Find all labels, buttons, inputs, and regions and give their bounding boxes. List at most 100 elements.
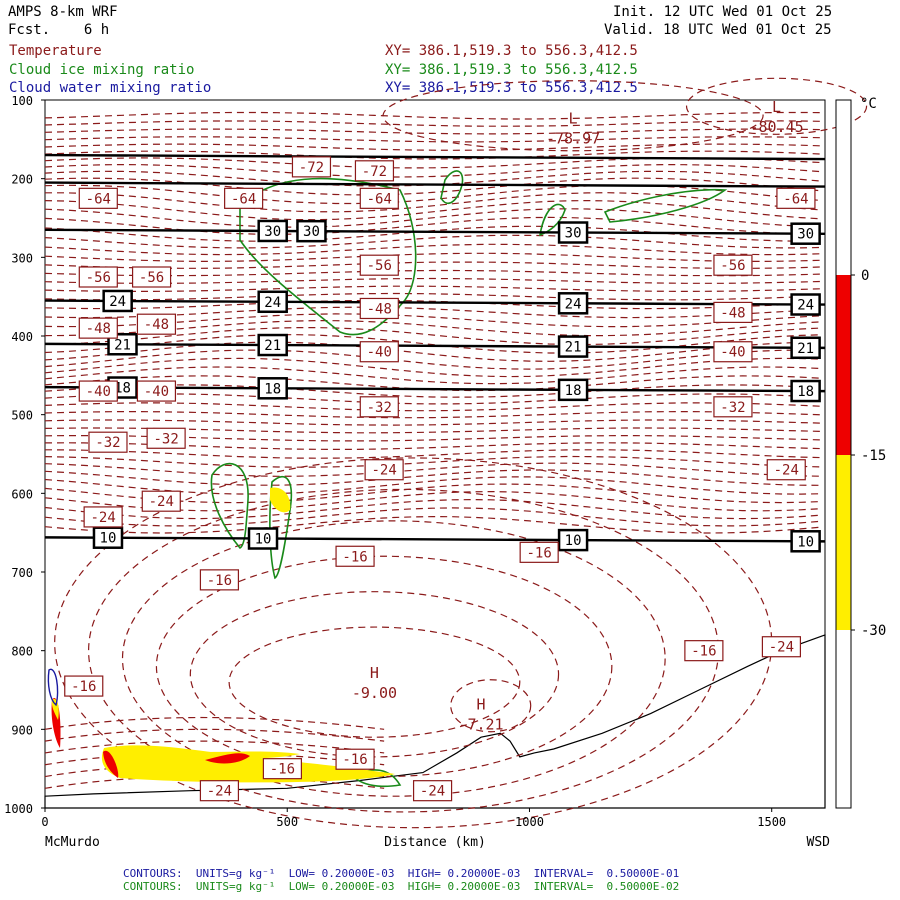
temperature-label: -56 bbox=[139, 270, 164, 286]
model-title: AMPS 8-km WRF bbox=[8, 4, 118, 20]
temperature-label-box bbox=[64, 675, 104, 697]
temperature-contour bbox=[44, 177, 821, 196]
temperature-contour bbox=[44, 120, 821, 127]
temperature-contour bbox=[44, 341, 821, 362]
forecast-hour: Fcst. 6 h bbox=[8, 22, 110, 38]
isoline bbox=[44, 342, 826, 350]
temperature-contour bbox=[44, 216, 821, 235]
temperature-contour bbox=[44, 419, 821, 426]
isoline-label: 24 bbox=[264, 295, 281, 311]
colorbar-white-bottom bbox=[836, 630, 851, 808]
temperature-contour bbox=[44, 313, 821, 328]
isoline bbox=[44, 181, 826, 188]
temperature-contour bbox=[44, 490, 821, 512]
isoline-label: 10 bbox=[100, 531, 117, 547]
temperature-label: -48 bbox=[367, 301, 392, 317]
temperature-label: -40 bbox=[720, 345, 745, 361]
cloud-water-contour bbox=[47, 668, 59, 707]
colorbar-segment bbox=[836, 455, 851, 630]
temperature-contour bbox=[44, 269, 821, 277]
legend-ice-label: Cloud ice mixing ratio bbox=[9, 62, 195, 78]
temperature-contour-closed bbox=[685, 77, 868, 135]
temperature-contour bbox=[44, 410, 821, 419]
isoline-label-box bbox=[107, 333, 138, 356]
temperature-contour bbox=[44, 483, 821, 504]
temperature-label-box bbox=[359, 187, 399, 209]
temperature-label: -16 bbox=[342, 549, 367, 565]
temperature-label-box bbox=[359, 341, 399, 363]
isoline-label-box bbox=[790, 222, 821, 245]
isoline-label: 21 bbox=[797, 341, 814, 357]
temperature-contour bbox=[44, 434, 821, 442]
isoline-label-box bbox=[790, 336, 821, 360]
temperature-label: -32 bbox=[153, 431, 178, 447]
isoline-label-box bbox=[102, 289, 133, 313]
temperature-label-box bbox=[364, 459, 404, 481]
black-isoline-labels: 30 30 30 30 24 24 24 24 21 21 21 21 18 18 18 18 10 10 10 10 bbox=[92, 219, 821, 553]
temperature-label: -24 bbox=[207, 784, 232, 800]
x-tick-label: 500 bbox=[276, 815, 298, 829]
temperature-label: -24 bbox=[420, 784, 445, 800]
temperature-label: -48 bbox=[144, 317, 169, 333]
temperature-contour bbox=[44, 299, 821, 310]
temperature-label-box bbox=[359, 297, 399, 320]
isoline-label-box bbox=[257, 333, 288, 357]
y-tick-label: 1000 bbox=[4, 802, 33, 816]
temperature-contour bbox=[44, 163, 821, 178]
temperature-contour-closed bbox=[228, 626, 521, 738]
temperature-label-box bbox=[713, 341, 753, 363]
temperature-label: -24 bbox=[90, 510, 115, 526]
isoline-label-box bbox=[790, 379, 821, 403]
y-tick-label: 600 bbox=[11, 487, 33, 501]
temperature-label-box bbox=[78, 317, 118, 339]
temperature-label: -48 bbox=[720, 305, 745, 321]
temperature-contour bbox=[44, 476, 821, 495]
temperature-contour bbox=[44, 319, 821, 337]
colorbar-tick-label: -30 bbox=[861, 623, 886, 639]
temperature-contour bbox=[44, 292, 821, 301]
isoline-label: 21 bbox=[565, 340, 582, 356]
temperature-contour bbox=[44, 157, 821, 169]
legend-water-label: Cloud water mixing ratio bbox=[9, 80, 212, 96]
temperature-label-box bbox=[78, 266, 118, 288]
extremum-kind: H bbox=[370, 664, 379, 682]
colorbar-tick-label: 0 bbox=[861, 268, 869, 284]
cloud-water-yellow bbox=[101, 745, 396, 783]
y-tick-label: 300 bbox=[11, 251, 33, 265]
temperature-label: -32 bbox=[720, 400, 745, 416]
cloud-water-yellow bbox=[270, 487, 291, 513]
temperature-label: -40 bbox=[86, 384, 111, 400]
temperature-contour-closed bbox=[155, 555, 613, 778]
isoline-label-box bbox=[557, 378, 589, 402]
temperature-label-box bbox=[412, 780, 453, 802]
isoline-label-box bbox=[296, 219, 327, 243]
isoline-label: 18 bbox=[114, 381, 131, 397]
temperature-label: -16 bbox=[270, 762, 295, 778]
temperature-label: -16 bbox=[71, 679, 96, 695]
temperature-label-box bbox=[131, 266, 172, 288]
x-tick-label: 0 bbox=[41, 815, 48, 829]
temperature-label-box bbox=[713, 301, 753, 323]
temperature-label-box bbox=[766, 459, 806, 481]
temperature-label: -24 bbox=[769, 640, 794, 656]
colorbar-segment bbox=[836, 275, 851, 455]
temperature-contour bbox=[44, 243, 821, 256]
temperature-label: -72 bbox=[299, 160, 324, 176]
extremum-kind: L bbox=[569, 110, 578, 128]
colorbar-white-top bbox=[836, 100, 851, 275]
extremum-value: -80.45 bbox=[749, 118, 803, 136]
temperature-contour bbox=[44, 334, 821, 354]
isoline bbox=[44, 299, 826, 306]
temperature-label-box bbox=[291, 156, 332, 178]
temperature-label-box bbox=[262, 758, 302, 780]
terrain-surface bbox=[44, 634, 826, 809]
isoline-label: 18 bbox=[565, 383, 582, 399]
temperature-label: -32 bbox=[367, 400, 392, 416]
temperature-label-box bbox=[136, 380, 177, 402]
temperature-label: -56 bbox=[720, 258, 745, 274]
temperature-label-box bbox=[136, 313, 177, 335]
isoline-label-box bbox=[790, 530, 821, 553]
x-axis-label: Distance (km) bbox=[384, 835, 486, 850]
temperature-contour bbox=[44, 136, 821, 143]
colorbar: °C 0 -15 -30 bbox=[835, 96, 886, 809]
